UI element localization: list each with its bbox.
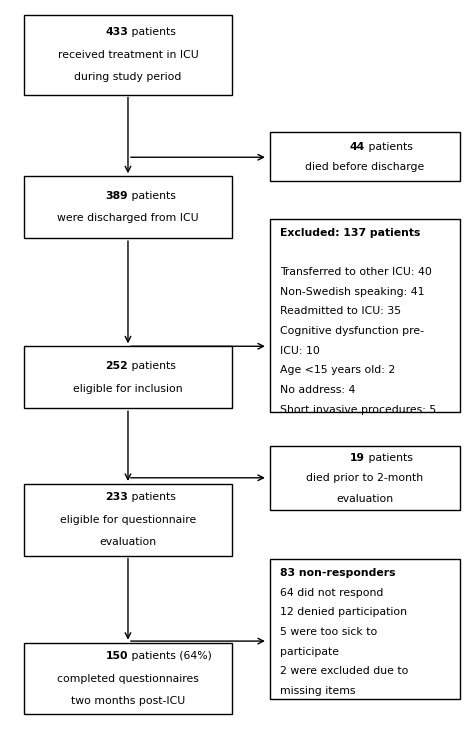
Text: 12 denied participation: 12 denied participation xyxy=(280,607,407,618)
Text: 150: 150 xyxy=(106,651,128,661)
Text: 83 non-responders: 83 non-responders xyxy=(280,568,395,578)
Text: Readmitted to ICU: 35: Readmitted to ICU: 35 xyxy=(280,306,401,317)
FancyBboxPatch shape xyxy=(270,446,460,510)
FancyBboxPatch shape xyxy=(24,346,232,408)
Text: died before discharge: died before discharge xyxy=(305,162,425,172)
Text: Excluded: 137 patients: Excluded: 137 patients xyxy=(280,228,420,238)
Text: died prior to 2-month: died prior to 2-month xyxy=(306,473,424,483)
FancyBboxPatch shape xyxy=(270,132,460,181)
Text: Cognitive dysfunction pre-: Cognitive dysfunction pre- xyxy=(280,326,424,336)
Text: patients: patients xyxy=(365,141,413,152)
Text: were discharged from ICU: were discharged from ICU xyxy=(57,213,199,224)
Text: Age <15 years old: 2: Age <15 years old: 2 xyxy=(280,365,395,376)
Text: 389: 389 xyxy=(105,191,128,201)
FancyBboxPatch shape xyxy=(270,219,460,412)
Text: Short invasive procedures: 5: Short invasive procedures: 5 xyxy=(280,404,436,415)
Text: 252: 252 xyxy=(105,361,128,371)
Text: Transferred to other ICU: 40: Transferred to other ICU: 40 xyxy=(280,267,431,277)
Text: patients: patients xyxy=(128,191,176,201)
Text: 2 were excluded due to: 2 were excluded due to xyxy=(280,666,408,677)
Text: patients: patients xyxy=(128,361,176,371)
Text: Non-Swedish speaking: 41: Non-Swedish speaking: 41 xyxy=(280,287,424,297)
Text: participate: participate xyxy=(280,646,338,657)
Text: No address: 4: No address: 4 xyxy=(280,385,355,395)
Text: patients: patients xyxy=(128,492,176,502)
Text: during study period: during study period xyxy=(74,73,182,82)
Text: missing items: missing items xyxy=(280,686,355,696)
Text: eligible for inclusion: eligible for inclusion xyxy=(73,383,183,394)
Text: two months post-ICU: two months post-ICU xyxy=(71,696,185,706)
Text: 233: 233 xyxy=(105,492,128,502)
Text: evaluation: evaluation xyxy=(100,538,156,547)
Text: 19: 19 xyxy=(350,453,365,463)
FancyBboxPatch shape xyxy=(24,176,232,238)
Text: 64 did not respond: 64 did not respond xyxy=(280,587,383,598)
FancyBboxPatch shape xyxy=(270,559,460,699)
Text: evaluation: evaluation xyxy=(337,494,393,503)
Text: ICU: 10: ICU: 10 xyxy=(280,345,319,356)
Text: patients: patients xyxy=(128,27,176,37)
Text: 5 were too sick to: 5 were too sick to xyxy=(280,627,377,637)
FancyBboxPatch shape xyxy=(24,15,232,94)
Text: patients: patients xyxy=(365,453,413,463)
Text: 433: 433 xyxy=(105,27,128,37)
Text: received treatment in ICU: received treatment in ICU xyxy=(58,50,198,60)
Text: completed questionnaires: completed questionnaires xyxy=(57,674,199,683)
FancyBboxPatch shape xyxy=(24,643,232,714)
FancyBboxPatch shape xyxy=(24,484,232,556)
Text: 44: 44 xyxy=(350,141,365,152)
Text: patients (64%): patients (64%) xyxy=(128,651,212,661)
Text: eligible for questionnaire: eligible for questionnaire xyxy=(60,515,196,525)
